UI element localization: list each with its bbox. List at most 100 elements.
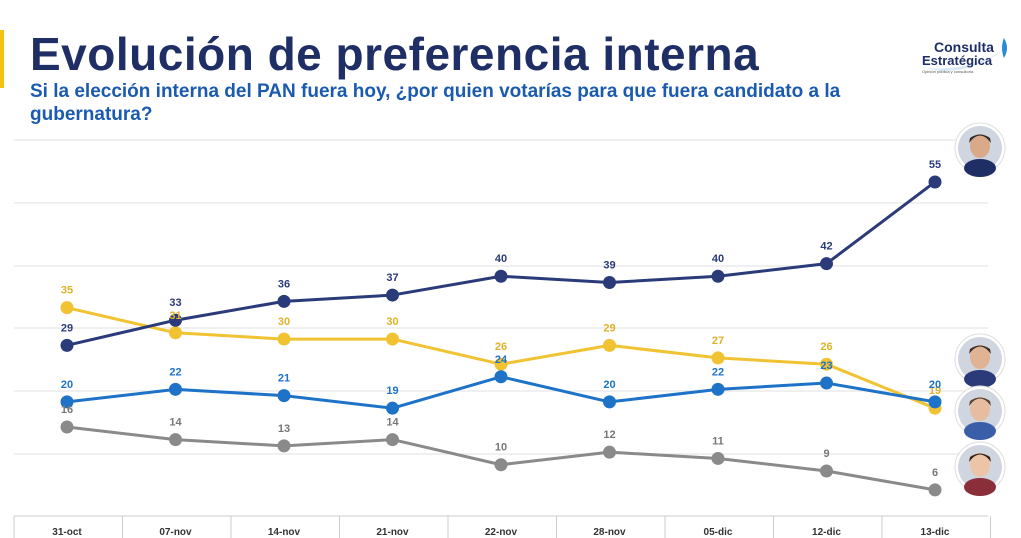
data-label: 11 [712,435,724,447]
logo-flame-icon [1002,38,1007,58]
data-point [820,376,833,390]
x-tick-label: 22-nov [485,527,518,538]
data-label: 40 [495,253,507,265]
x-tick-label: 05-dic [704,527,733,538]
data-point [60,395,74,409]
grid-lines [14,139,988,455]
data-label: 14 [386,417,399,429]
data-label: 23 [820,360,832,372]
x-tick-label: 13-dic [921,527,950,538]
data-label: 24 [495,354,508,366]
data-label: 29 [603,322,615,334]
data-label: 33 [169,297,181,309]
series-lines [60,175,942,497]
data-label: 6 [932,467,938,479]
data-label: 16 [61,404,73,416]
data-point [386,401,399,415]
data-point [60,420,74,434]
consulta-estrategica-logo: Consulta Estratégica Opinión pública y c… [922,38,1014,74]
page-subtitle: Si la elección interna del PAN fuera hoy… [30,81,841,125]
data-label: 19 [386,385,398,397]
data-label: 14 [169,417,182,429]
logo-line1: Consulta [934,39,994,55]
data-point [169,326,182,340]
data-label: 26 [820,341,832,353]
x-tick-label: 12-dic [812,527,841,538]
data-label: 12 [603,429,615,441]
data-label: 30 [386,316,398,328]
data-point [603,395,616,409]
data-point [820,464,833,478]
data-label: 13 [278,423,290,435]
data-label: 30 [278,316,290,328]
data-label: 35 [61,285,73,297]
candidate-avatar-1 [954,122,1006,177]
data-point [277,439,291,453]
data-label: 40 [712,253,724,265]
data-point [494,269,508,283]
data-label: 29 [61,322,73,334]
x-tick-label: 28-nov [593,527,626,538]
data-point [928,175,942,189]
x-axis: 31-oct 07-nov 14-nov 21-nov 22-nov 28-nov 05-d… [13,515,991,538]
data-label: 22 [169,366,181,378]
data-point [711,451,725,465]
x-tick-label: 07-nov [159,527,192,538]
data-label: 42 [820,241,832,253]
logo-tagline: Opinión pública y consultoría [922,69,974,74]
data-label: 36 [278,278,290,290]
data-label: 19 [929,385,941,397]
data-point [277,332,291,346]
data-point [820,257,833,271]
data-label: 27 [712,335,724,347]
data-label: 20 [603,379,615,391]
data-label: 20 [61,379,73,391]
candidate-avatar-2 [954,333,1006,388]
data-point [169,313,182,327]
data-point [169,382,182,396]
data-point [494,458,508,472]
data-point [928,483,942,497]
data-point [169,433,182,447]
data-label: 26 [495,341,507,353]
data-label: 37 [386,272,398,284]
data-point [386,433,399,447]
accent-bar [0,30,4,88]
candidate-avatar-3 [954,385,1006,440]
logo-line2: Estratégica [922,53,993,68]
data-label: 31 [169,310,181,322]
x-tick-label: 14-nov [268,527,301,538]
data-label: 55 [929,159,941,171]
data-label: 20 [929,379,941,391]
data-point [494,357,508,371]
data-label: 10 [495,442,507,454]
data-point [603,276,616,290]
logo-swoosh-icon [926,42,1014,71]
data-point [277,294,291,308]
data-point [386,332,399,346]
data-point [60,338,74,352]
x-tick-label: 31-oct [52,527,82,538]
data-point [711,269,725,283]
data-point [603,338,616,352]
data-label: 9 [823,448,829,460]
candidate-avatar-4 [954,441,1006,496]
data-point [386,288,399,302]
data-label: 39 [603,260,615,272]
data-point [711,382,725,396]
data-point [820,357,833,371]
x-tick-label: 21-nov [376,527,409,538]
data-point [928,395,942,409]
data-label: 22 [712,366,724,378]
data-point [603,445,616,459]
data-point [711,351,725,365]
page-title: Evolución de preferencia interna [30,28,760,80]
data-point [277,389,291,403]
candidate-avatars [954,122,1006,496]
data-label: 21 [278,373,290,385]
data-point [494,370,508,384]
data-point [60,301,74,315]
